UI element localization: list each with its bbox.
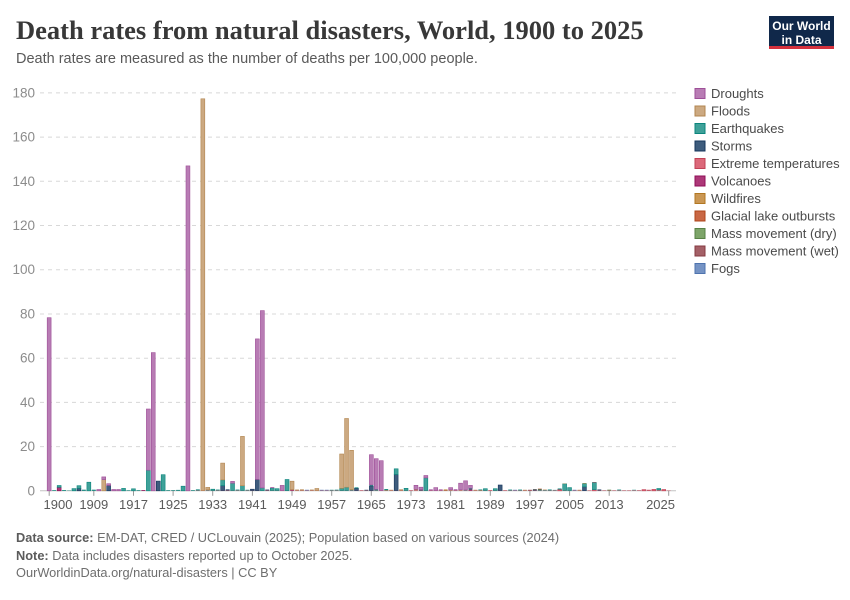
svg-text:Fogs: Fogs: [711, 261, 740, 276]
svg-text:0: 0: [27, 483, 35, 498]
svg-text:1965: 1965: [357, 497, 386, 512]
svg-text:40: 40: [20, 395, 35, 410]
svg-text:180: 180: [12, 85, 35, 100]
svg-text:1925: 1925: [159, 497, 188, 512]
svg-text:1973: 1973: [397, 497, 426, 512]
svg-text:100: 100: [12, 262, 35, 277]
svg-text:Earthquakes: Earthquakes: [711, 121, 784, 136]
svg-text:2025: 2025: [646, 497, 675, 512]
svg-text:2005: 2005: [555, 497, 584, 512]
svg-text:Volcanoes: Volcanoes: [711, 174, 771, 189]
svg-text:Droughts: Droughts: [711, 86, 764, 101]
svg-text:80: 80: [20, 307, 35, 322]
svg-text:1949: 1949: [278, 497, 307, 512]
svg-text:120: 120: [12, 218, 35, 233]
svg-text:1941: 1941: [238, 497, 267, 512]
svg-text:Mass movement (wet): Mass movement (wet): [711, 244, 839, 259]
svg-text:140: 140: [12, 174, 35, 189]
svg-text:Floods: Floods: [711, 104, 751, 119]
svg-text:160: 160: [12, 130, 35, 145]
svg-text:1917: 1917: [119, 497, 148, 512]
svg-text:1989: 1989: [476, 497, 505, 512]
svg-text:1933: 1933: [198, 497, 227, 512]
svg-text:1909: 1909: [79, 497, 108, 512]
svg-text:Storms: Storms: [711, 139, 753, 154]
svg-text:1997: 1997: [515, 497, 544, 512]
svg-text:Glacial lake outbursts: Glacial lake outbursts: [711, 209, 836, 224]
svg-text:60: 60: [20, 351, 35, 366]
svg-text:2013: 2013: [595, 497, 624, 512]
svg-text:1957: 1957: [317, 497, 346, 512]
svg-text:1900: 1900: [44, 497, 73, 512]
svg-text:Mass movement (dry): Mass movement (dry): [711, 226, 837, 241]
svg-text:Wildfires: Wildfires: [711, 191, 761, 206]
svg-text:20: 20: [20, 439, 35, 454]
svg-text:1981: 1981: [436, 497, 465, 512]
svg-text:Extreme temperatures: Extreme temperatures: [711, 156, 840, 171]
